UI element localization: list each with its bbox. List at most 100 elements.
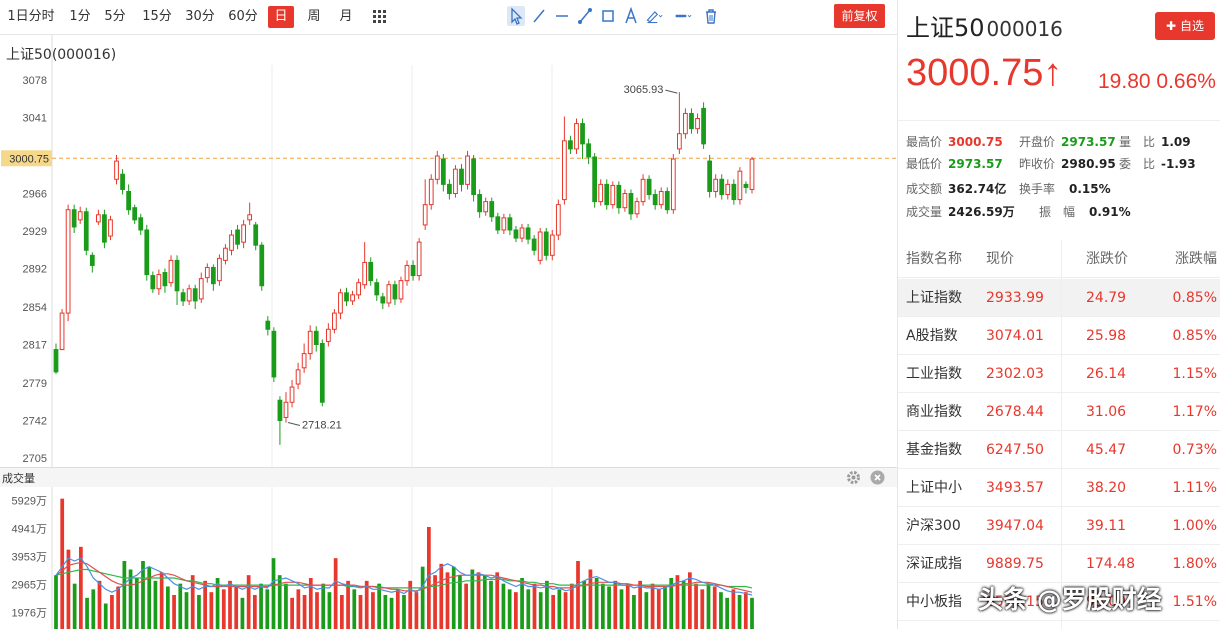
candle-body [562,140,567,201]
volume-bar [582,580,587,629]
period-tab-60min[interactable]: 60分 [228,9,258,24]
candle-body [229,234,234,251]
table-row[interactable]: 上证指数 2933.99 24.79 0.85% [898,279,1220,317]
volume-bar [395,589,400,629]
candle-body [549,234,555,256]
index-change-pct: 1.15% [1172,366,1217,382]
adjust-price-button[interactable]: 前复权 [834,4,885,28]
kline-chart[interactable]: 3078304130042966292928922854281727792742… [0,35,897,467]
candle-body [319,342,325,403]
volume-chart[interactable]: 5929万 4941万 3953万 2965万 1976万 [0,487,897,629]
volume-bar [644,592,649,629]
volume-bar [60,498,65,629]
candle-body [664,190,670,211]
period-tab-1min[interactable]: 1分 [69,9,91,24]
period-tab-month[interactable]: 月 [339,9,353,24]
candle-body [507,217,513,231]
divider [1061,240,1062,629]
index-change: 38.20 [1086,480,1127,496]
volume-bar [725,597,730,629]
volume-bar [302,595,307,629]
volume-bar [346,580,350,629]
candle-body [350,294,355,302]
volume-bar [265,589,270,629]
period-tab-30min[interactable]: 30分 [185,9,215,24]
volume-bar [141,561,145,629]
volume-bar [495,572,500,629]
close-icon[interactable] [870,470,885,485]
index-price: 6247.50 [986,442,1044,458]
candle-body [652,194,658,206]
volume-bar [743,592,748,629]
volume-bar [172,595,176,629]
segment-tool-icon[interactable] [576,6,594,26]
horizontal-line-tool-icon[interactable] [553,6,571,26]
candle-body [719,178,725,196]
candle-body [77,211,83,221]
volume-bar [439,563,444,629]
candle-body [610,184,616,206]
candle-body [186,288,192,302]
volume-bar [600,583,605,629]
candle-body [204,266,210,279]
line-tool-icon[interactable] [530,6,548,26]
index-change: 31.06 [1086,404,1127,420]
table-row[interactable]: 上证中小 3493.57 38.20 1.11% [898,469,1220,507]
table-header-cell: 涨跌价 [1086,251,1128,267]
index-name: 深证成指 [906,556,962,572]
candle-body [235,229,240,245]
volume-bar [327,592,332,629]
period-tab-day[interactable]: 日 [268,6,294,28]
period-tab-intraday[interactable]: 1日分时 [7,9,55,24]
table-row[interactable]: 沪深300 3947.04 39.11 1.00% [898,507,1220,545]
volume-bar [625,583,630,629]
stat-prev-close: 昨收价 2980.95 [1019,157,1116,171]
period-tab-week[interactable]: 周 [307,9,321,24]
grid-menu-icon[interactable] [370,6,388,26]
volume-bar [116,586,121,629]
divider [898,120,1220,121]
candle-body [628,193,634,215]
candle-body [580,123,585,145]
trash-icon[interactable] [702,6,720,26]
line-style-icon[interactable] [674,6,696,26]
add-favorite-button[interactable]: ✚ 自选 [1155,12,1215,40]
rectangle-tool-icon[interactable] [599,6,617,26]
stock-title: 上证50 000016 [906,8,1063,43]
y-tick-label: 2892 [23,263,47,275]
volume-bar [675,575,680,629]
volume-bar [619,589,624,629]
volume-bar [91,589,96,629]
table-row[interactable]: 基金指数 6247.50 45.47 0.73% [898,431,1220,469]
period-tab-15min[interactable]: 15分 [142,9,172,24]
volume-bar [284,583,288,629]
text-tool-icon[interactable] [622,6,640,26]
y-tick-label: 2929 [23,226,47,238]
table-row[interactable]: 商业指数 2678.44 31.06 1.17% [898,393,1220,431]
volume-bar [476,572,481,629]
volume-bar [215,578,220,629]
candle-body [198,278,204,300]
gear-icon[interactable] [846,470,861,485]
volume-bar [159,572,164,629]
table-row[interactable]: 深证成指 9889.75 174.48 1.80% [898,545,1220,583]
table-row[interactable]: A股指数 3074.01 25.98 0.85% [898,317,1220,355]
candle-body [362,261,368,286]
candle-body [531,238,537,251]
volume-bar [607,586,611,629]
volume-bar [551,595,556,629]
cursor-tool-icon[interactable] [507,6,525,26]
candle-body [332,312,337,330]
volume-bar [290,597,295,629]
index-price: 3493.57 [986,480,1044,496]
candle-body [289,386,295,403]
volume-bar [576,561,580,629]
period-tab-5min[interactable]: 5分 [104,9,126,24]
volume-bar [458,575,462,629]
volume-bar [190,575,195,629]
table-row[interactable]: 中小板指 6592.15 99.00 1.51% [898,583,1220,621]
pen-tool-icon[interactable] [645,6,667,26]
candle-body [495,216,501,231]
volume-bar [706,583,711,629]
table-row[interactable]: 工业指数 2302.03 26.14 1.15% [898,355,1220,393]
